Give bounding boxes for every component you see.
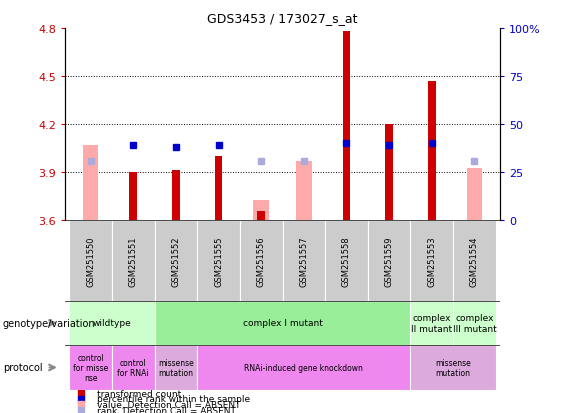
Text: missense
mutation: missense mutation — [435, 358, 471, 377]
Bar — [112, 345, 155, 390]
Bar — [453, 301, 496, 345]
Bar — [342, 32, 350, 221]
Bar — [215, 157, 223, 221]
Bar — [325, 221, 368, 301]
Text: GSM251553: GSM251553 — [427, 236, 436, 287]
Text: percentile rank within the sample: percentile rank within the sample — [98, 394, 251, 403]
Text: complex
III mutant: complex III mutant — [453, 313, 496, 333]
Bar — [410, 345, 496, 390]
Text: GSM251558: GSM251558 — [342, 236, 351, 287]
Bar — [197, 345, 410, 390]
Bar — [254, 200, 269, 221]
Bar — [410, 221, 453, 301]
Bar — [129, 172, 137, 221]
Bar — [282, 221, 325, 301]
Bar — [155, 221, 197, 301]
Text: control
for misse
nse: control for misse nse — [73, 353, 108, 382]
Text: RNAi-induced gene knockdown: RNAi-induced gene knockdown — [245, 363, 363, 372]
Text: GSM251556: GSM251556 — [257, 236, 266, 287]
Bar — [410, 301, 453, 345]
Text: value, Detection Call = ABSENT: value, Detection Call = ABSENT — [98, 400, 241, 409]
Text: complex I mutant: complex I mutant — [242, 319, 323, 328]
Text: rank, Detection Call = ABSENT: rank, Detection Call = ABSENT — [98, 406, 236, 413]
Text: transformed count: transformed count — [98, 389, 182, 398]
Bar — [172, 171, 180, 221]
Bar — [69, 345, 112, 390]
Bar — [69, 301, 155, 345]
Text: GSM251550: GSM251550 — [86, 236, 95, 286]
Text: GSM251559: GSM251559 — [385, 236, 394, 286]
Text: genotype/variation: genotype/variation — [3, 318, 95, 328]
Bar — [257, 211, 265, 221]
Text: GSM251557: GSM251557 — [299, 236, 308, 287]
Bar — [453, 221, 496, 301]
Bar — [385, 125, 393, 221]
Text: GSM251551: GSM251551 — [129, 236, 138, 286]
Bar — [296, 162, 311, 221]
Bar — [428, 82, 436, 221]
Bar — [467, 168, 482, 221]
Text: wildtype: wildtype — [93, 319, 131, 328]
Bar — [368, 221, 410, 301]
Bar — [112, 221, 155, 301]
Text: protocol: protocol — [3, 363, 42, 373]
Text: complex
II mutant: complex II mutant — [411, 313, 453, 333]
Bar — [69, 221, 112, 301]
Text: control
for RNAi: control for RNAi — [118, 358, 149, 377]
Text: GSM251555: GSM251555 — [214, 236, 223, 286]
Bar — [83, 146, 98, 221]
Bar — [240, 221, 282, 301]
Text: GSM251552: GSM251552 — [171, 236, 180, 286]
Bar — [197, 221, 240, 301]
Text: GDS3453 / 173027_s_at: GDS3453 / 173027_s_at — [207, 12, 358, 25]
Text: GSM251554: GSM251554 — [470, 236, 479, 286]
Bar — [155, 345, 197, 390]
Bar — [155, 301, 410, 345]
Text: missense
mutation: missense mutation — [158, 358, 194, 377]
